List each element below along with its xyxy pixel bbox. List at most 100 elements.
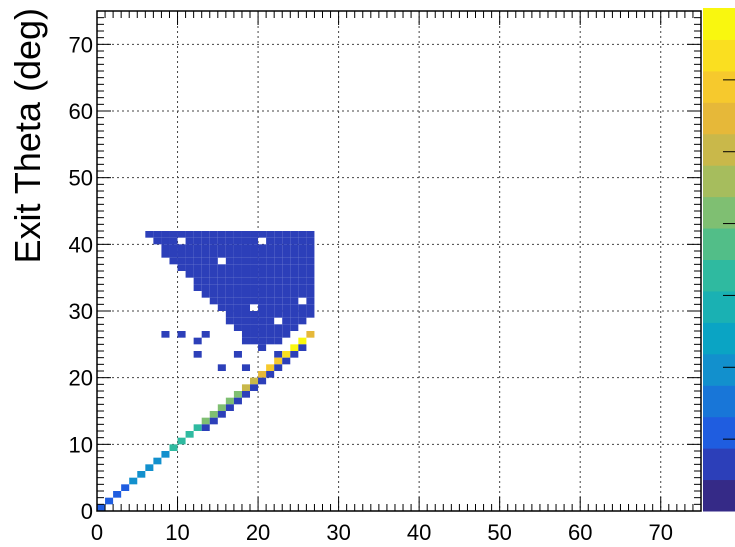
region-cell [201,231,210,238]
region-cell [298,317,307,325]
region-cell [209,271,218,278]
region-cell [298,264,307,271]
diagonal-cell [250,377,259,385]
region-cell [266,337,275,345]
colorbar-segment [703,39,735,72]
region-cell [266,324,275,331]
diagonal-offset-cell [290,351,299,358]
diagonal-cell [169,444,178,451]
region-cell [250,297,259,305]
region-cell [193,237,202,245]
diagonal-cell [290,344,299,351]
region-cell [250,231,259,238]
region-cell [274,284,283,291]
region-cell [225,237,234,245]
region-cell [290,317,299,325]
colorbar-segment [703,353,735,386]
region-cell [185,264,194,271]
region-cell [217,304,226,311]
region-cell [282,331,291,338]
y-tick-label: 70 [69,32,93,57]
region-cell [201,237,210,245]
region-cell [258,284,267,291]
region-cell [217,284,226,291]
region-cell [241,317,251,325]
region-cell [258,251,267,258]
region-cell [209,297,218,305]
x-tick-label: 60 [568,520,592,545]
region-cell [201,271,210,278]
region-cell [274,257,283,265]
region-cell [258,264,267,271]
y-tick-label: 50 [69,166,93,191]
diagonal-cell [209,411,218,418]
region-cell [241,237,251,245]
region-cell [185,231,194,238]
region-cell [250,237,259,245]
x-tick-label: 40 [407,520,431,545]
region-cell [298,304,307,311]
region-cell [217,264,226,271]
region-cell [241,271,251,278]
region-cell [258,324,267,331]
isolated-cell [193,351,202,358]
region-cell [298,291,307,298]
region-cell [209,237,218,245]
region-cell [193,284,202,291]
region-cell [266,317,275,325]
y-tick-label: 10 [69,432,93,457]
region-cell [274,311,283,318]
region-cell [250,317,259,325]
region-cell [282,324,291,331]
diagonal-cell [97,504,106,511]
region-cell [290,297,299,305]
region-cell [250,311,259,318]
region-cell [225,271,234,278]
region-cell [250,251,259,258]
diagonal-offset-cell [282,357,291,365]
region-cell [145,231,154,238]
colorbar-segment [703,290,735,323]
region-cell [298,277,307,285]
region-cell [169,244,178,251]
region-cell [241,311,251,318]
region-cell [298,284,307,291]
diagonal-offset-cell [225,404,234,411]
region-cell [225,304,234,311]
region-cell [274,271,283,278]
region-cell [266,331,275,338]
region-cell [250,257,259,265]
region-cell [193,231,202,238]
region-cell [241,324,251,331]
region-cell [274,244,283,251]
region-cell [217,291,226,298]
region-cell [266,291,275,298]
region-cell [306,237,315,245]
region-cell [193,277,202,285]
region-cell [274,264,283,271]
region-cell [241,337,251,345]
region-cell [185,257,194,265]
region-cell [282,317,291,325]
region-cell [201,291,210,298]
region-cell [185,271,194,278]
region-cell [225,284,234,291]
diagonal-cell [105,497,114,505]
diagonal-cell [129,477,138,485]
region-cell [258,291,267,298]
region-cell [169,257,178,265]
region-cell [177,251,186,258]
region-cell [169,251,178,258]
region-cell [233,297,242,305]
region-cell [225,264,234,271]
colorbar-segment [703,322,735,355]
region-cell [193,271,202,278]
region-cell [306,304,315,311]
region-cell [201,244,210,251]
region-cell [225,257,234,265]
region-cell [266,237,275,245]
region-cell [258,297,267,305]
diagonal-cell [233,391,242,398]
region-cell [282,237,291,245]
x-tick-label: 70 [648,520,672,545]
